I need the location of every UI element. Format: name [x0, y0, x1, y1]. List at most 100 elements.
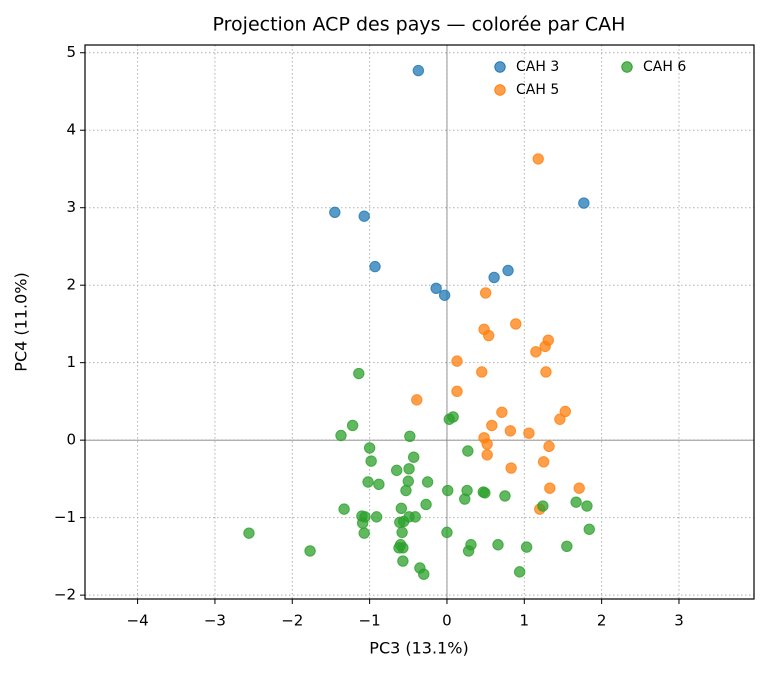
- point: [570, 496, 582, 508]
- point: [532, 153, 544, 165]
- y-tick-label: 0: [66, 431, 76, 449]
- point: [335, 429, 347, 442]
- point: [407, 451, 420, 463]
- y-tick-label: 5: [66, 43, 76, 61]
- y-axis-label: PC4 (11.0%): [12, 272, 31, 371]
- point: [483, 329, 495, 342]
- y-tick-label: −2: [54, 586, 76, 604]
- point: [441, 526, 453, 539]
- point: [451, 355, 463, 367]
- x-tick-label: −1: [359, 612, 381, 630]
- x-tick-label: 0: [442, 612, 452, 630]
- point: [583, 523, 595, 535]
- point: [369, 260, 381, 273]
- x-tick-label: 3: [674, 612, 684, 630]
- point: [390, 464, 403, 477]
- point: [346, 419, 359, 432]
- plot-frame: [84, 44, 755, 600]
- point: [502, 264, 514, 277]
- point: [537, 456, 550, 468]
- point: [540, 366, 552, 378]
- point: [447, 411, 459, 423]
- point: [559, 405, 571, 418]
- point: [430, 282, 442, 294]
- x-axis-label: PC3 (13.1%): [369, 639, 468, 658]
- legend-marker: [621, 61, 633, 73]
- x-tick-label: −2: [281, 612, 303, 630]
- point: [539, 340, 551, 353]
- point: [365, 455, 377, 467]
- point: [409, 511, 421, 523]
- point: [404, 430, 416, 442]
- point: [573, 482, 585, 494]
- point: [554, 413, 566, 425]
- y-tick-label: −1: [54, 508, 76, 526]
- y-tick-label: 4: [66, 121, 76, 139]
- point: [476, 366, 488, 378]
- legend-label: CAH 5: [516, 82, 559, 98]
- point: [462, 445, 474, 457]
- point: [561, 540, 573, 553]
- point: [543, 440, 555, 453]
- point: [400, 484, 412, 497]
- point: [363, 442, 376, 454]
- point: [504, 425, 517, 437]
- legend-marker: [494, 61, 506, 73]
- point: [421, 476, 434, 488]
- point: [395, 502, 408, 515]
- y-tick-label: 1: [66, 353, 76, 371]
- point: [544, 482, 556, 494]
- point: [397, 555, 409, 567]
- point: [479, 287, 492, 299]
- point: [442, 484, 454, 497]
- point: [412, 64, 425, 77]
- point: [396, 526, 408, 539]
- point: [353, 367, 365, 380]
- point: [411, 394, 423, 406]
- x-tick-label: −3: [204, 612, 226, 630]
- legend-marker: [494, 84, 506, 96]
- point: [358, 210, 370, 222]
- point: [459, 493, 471, 505]
- point: [520, 541, 533, 553]
- point: [438, 289, 451, 301]
- legend-label: CAH 3: [516, 59, 559, 75]
- point: [581, 500, 593, 512]
- point: [403, 463, 415, 475]
- point: [486, 419, 498, 432]
- point: [479, 487, 491, 499]
- point: [402, 475, 414, 487]
- point: [488, 271, 500, 284]
- point: [451, 385, 463, 398]
- point: [510, 318, 522, 330]
- point: [418, 568, 430, 580]
- point: [243, 527, 255, 539]
- point: [358, 527, 370, 539]
- y-tick-label: 3: [66, 198, 76, 216]
- point: [578, 197, 590, 209]
- point: [505, 462, 517, 474]
- point: [370, 511, 383, 523]
- x-tick-label: 2: [597, 612, 607, 630]
- point: [329, 206, 341, 219]
- point: [393, 542, 405, 554]
- point: [523, 427, 535, 439]
- point: [462, 545, 475, 557]
- point: [530, 346, 542, 358]
- x-tick-label: −4: [127, 612, 149, 630]
- point: [362, 476, 374, 488]
- point: [499, 490, 511, 502]
- point: [373, 478, 385, 491]
- point: [513, 566, 526, 578]
- point: [394, 516, 406, 528]
- point: [304, 545, 316, 557]
- point: [481, 449, 493, 461]
- chart-title: Projection ACP des pays — colorée par CA…: [213, 14, 626, 36]
- point: [420, 498, 432, 511]
- point: [492, 539, 504, 551]
- point: [356, 517, 369, 529]
- point: [481, 438, 493, 450]
- legend-label: CAH 6: [643, 59, 686, 75]
